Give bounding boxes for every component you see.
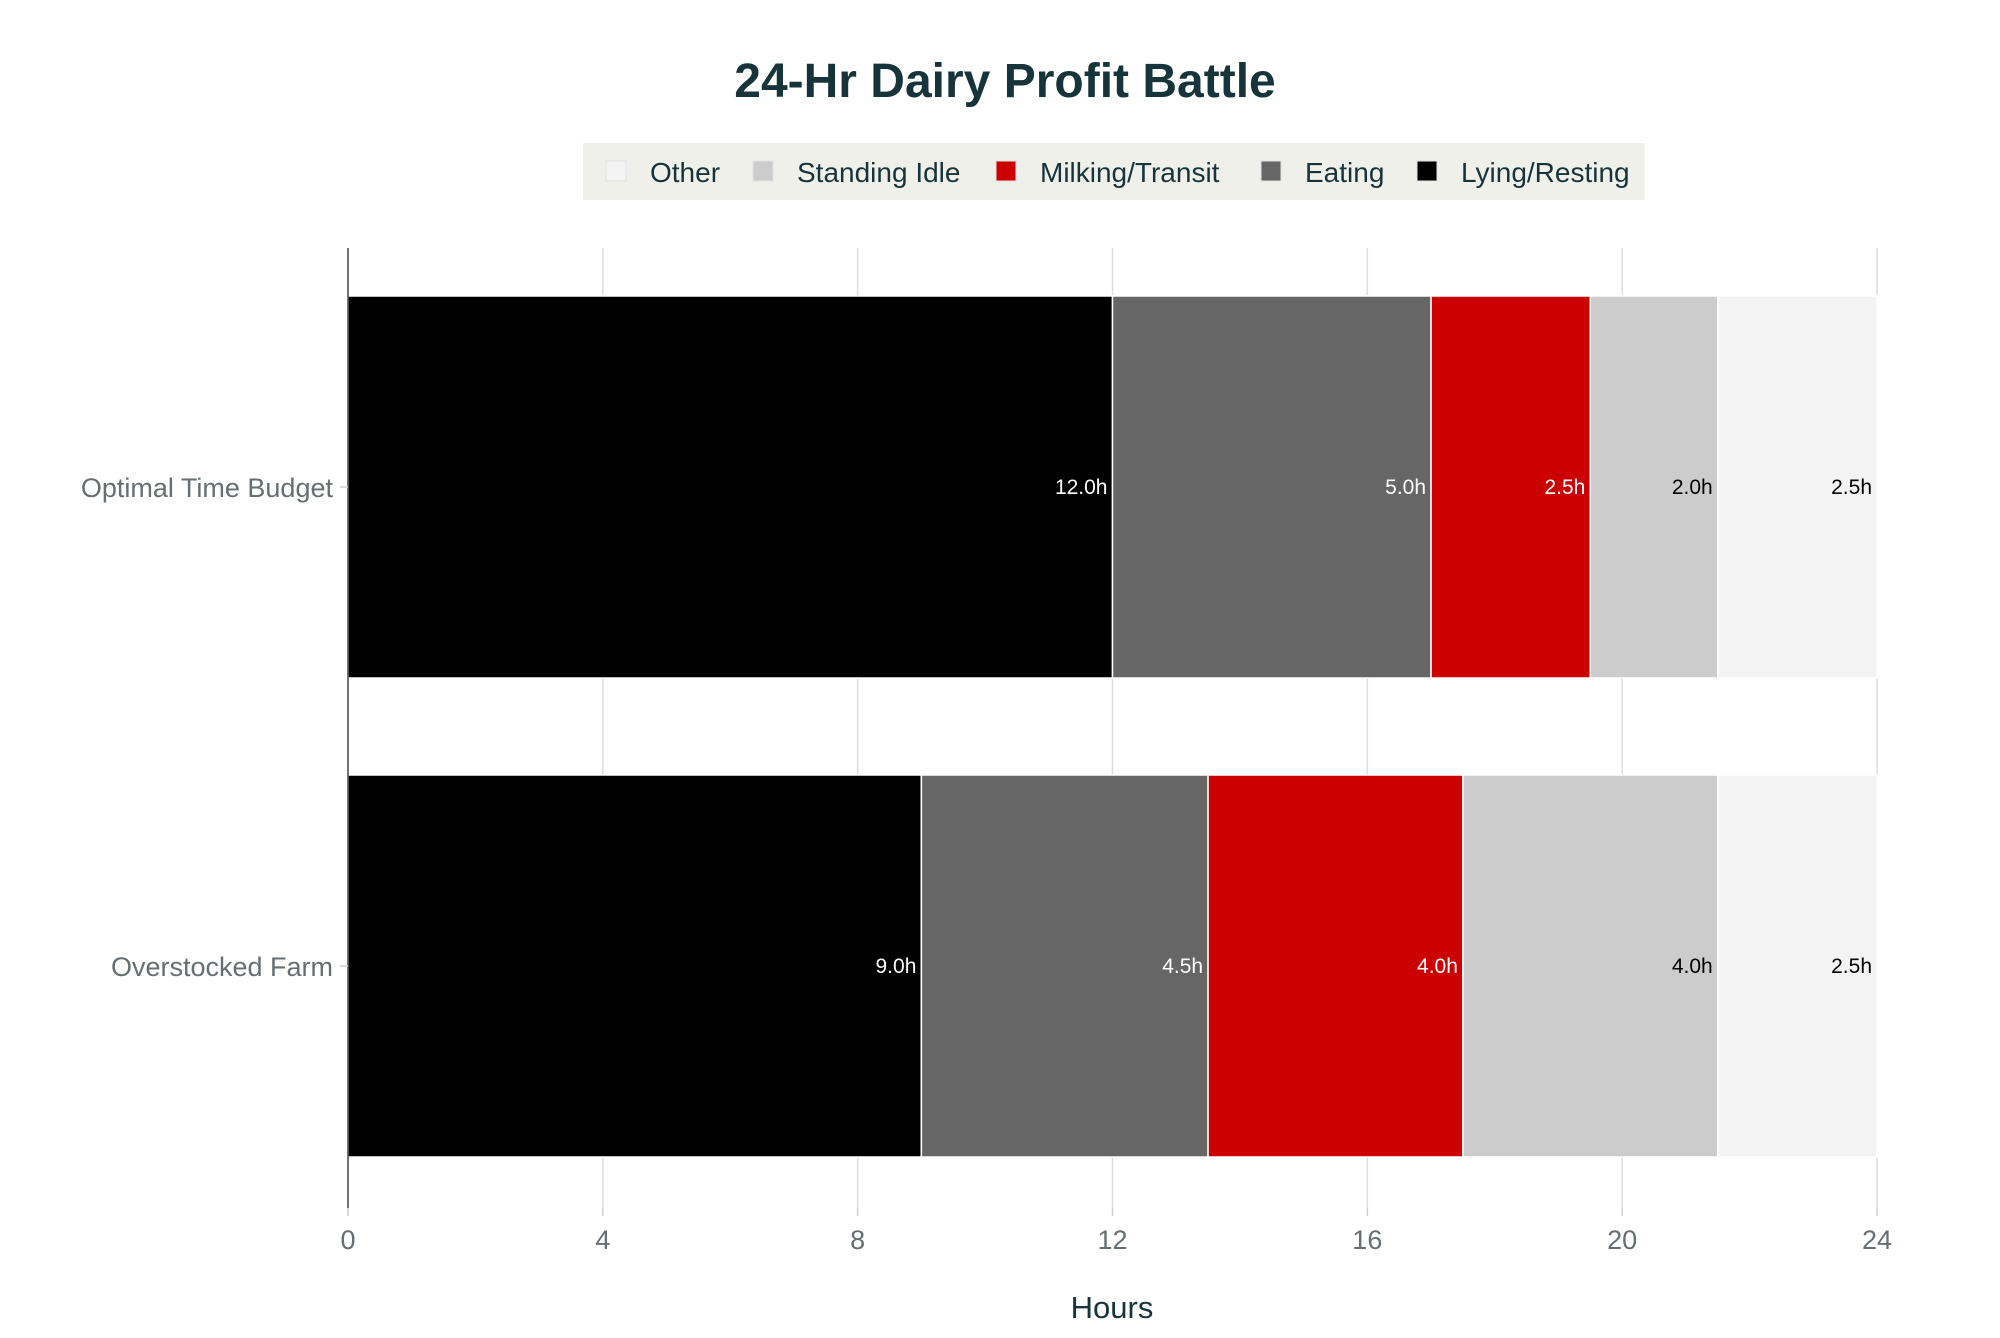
legend-label-milking-transit: Milking/Transit (1040, 157, 1220, 188)
bar-segment-optimal-time-budget-lying-resting (347, 295, 1114, 679)
data-label-optimal-time-budget-standing-idle: 2.0h (1672, 476, 1713, 499)
data-label-optimal-time-budget-milking-transit: 2.5h (1544, 476, 1585, 499)
bar-segment-optimal-time-budget-eating (1111, 295, 1432, 679)
data-label-overstocked-farm-standing-idle: 4.0h (1672, 955, 1713, 978)
bar-segment-optimal-time-budget-other (1716, 295, 1878, 679)
x-tick-label-20: 20 (1607, 1225, 1637, 1255)
data-label-overstocked-farm-lying-resting: 9.0h (876, 955, 917, 978)
legend-label-other: Other (650, 157, 720, 188)
legend-item-milking-transit: Milking/Transit (995, 157, 1220, 188)
bar-group-optimal-time-budget: 12.0h 5.0h 2.5h 2.0h 2.5h (347, 295, 1878, 679)
legend-swatch-milking-transit (995, 160, 1017, 182)
x-tick-label-0: 0 (340, 1225, 355, 1255)
x-tick-label-24: 24 (1862, 1225, 1892, 1255)
bar-segment-optimal-time-budget-milking-transit (1430, 295, 1592, 679)
x-tick-label-16: 16 (1352, 1225, 1382, 1255)
x-tick-label-12: 12 (1097, 1225, 1127, 1255)
bar-segment-overstocked-farm-standing-idle (1462, 774, 1719, 1158)
data-label-overstocked-farm-milking-transit: 4.0h (1417, 955, 1458, 978)
legend-label-lying-resting: Lying/Resting (1461, 157, 1630, 188)
data-label-overstocked-farm-other: 2.5h (1831, 955, 1872, 978)
legend-swatch-lying-resting (1416, 160, 1438, 182)
x-tick-label-4: 4 (595, 1225, 610, 1255)
legend-item-standing-idle: Standing Idle (752, 157, 960, 188)
bar-segment-overstocked-farm-eating (920, 774, 1209, 1158)
legend-item-lying-resting: Lying/Resting (1416, 157, 1630, 188)
legend-swatch-other (605, 160, 627, 182)
bar-segment-overstocked-farm-lying-resting (347, 774, 923, 1158)
bar-group-overstocked-farm: 9.0h 4.5h 4.0h 4.0h 2.5h (347, 774, 1878, 1158)
legend-swatch-eating (1260, 160, 1282, 182)
bar-segment-optimal-time-budget-standing-idle (1589, 295, 1719, 679)
bar-segment-overstocked-farm-other (1716, 774, 1878, 1158)
legend-item-other: Other (605, 157, 720, 188)
data-label-optimal-time-budget-lying-resting: 12.0h (1055, 476, 1108, 499)
category-label-overstocked-farm: Overstocked Farm (111, 952, 333, 982)
legend-swatch-standing-idle (752, 160, 774, 182)
x-tick-label-8: 8 (850, 1225, 865, 1255)
axes: 0 4 8 12 16 20 24 Optimal Time Budget Overstocke… (81, 248, 1892, 1255)
bar-segment-overstocked-farm-milking-transit (1207, 774, 1464, 1158)
legend-label-eating: Eating (1305, 157, 1384, 188)
legend: Other Standing Idle Milking/Transit Eating L… (583, 143, 1645, 200)
legend-label-standing-idle: Standing Idle (797, 157, 960, 188)
chart-title: 24-Hr Dairy Profit Battle (734, 55, 1275, 108)
x-axis-title: Hours (1071, 1290, 1154, 1325)
category-label-optimal-time-budget: Optimal Time Budget (81, 473, 334, 503)
data-label-optimal-time-budget-eating: 5.0h (1385, 476, 1426, 499)
data-label-overstocked-farm-eating: 4.5h (1162, 955, 1203, 978)
bars: 12.0h 5.0h 2.5h 2.0h 2.5h 9.0h 4.5h 4.0h 4.0h 2.5… (347, 295, 1878, 1158)
data-label-optimal-time-budget-other: 2.5h (1831, 476, 1872, 499)
legend-item-eating: Eating (1260, 157, 1384, 188)
